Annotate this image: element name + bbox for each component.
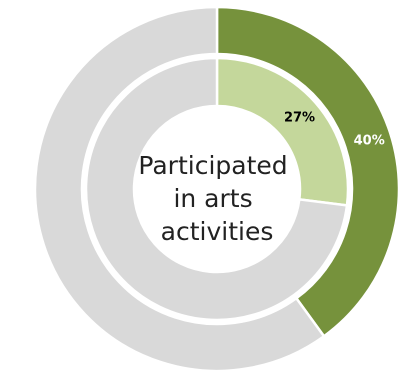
outer-ring-slice-1 bbox=[215, 5, 401, 338]
center-label-line-2: in arts bbox=[173, 184, 252, 213]
outer-ring-data-label-1: 40% bbox=[354, 134, 385, 149]
center-label: Participated in arts activities bbox=[138, 151, 295, 246]
center-label-line-3: activities bbox=[161, 217, 274, 246]
inner-ring-data-label-1: 27% bbox=[284, 110, 315, 125]
inner-ring-slice-2 bbox=[84, 56, 349, 322]
chart-rings bbox=[33, 5, 401, 373]
inner-ring-slice-1 bbox=[215, 56, 350, 207]
center-label-line-1: Participated bbox=[138, 151, 287, 180]
outer-ring-slice-2 bbox=[33, 5, 326, 373]
chart-data-labels: 40% 27% bbox=[284, 110, 385, 148]
